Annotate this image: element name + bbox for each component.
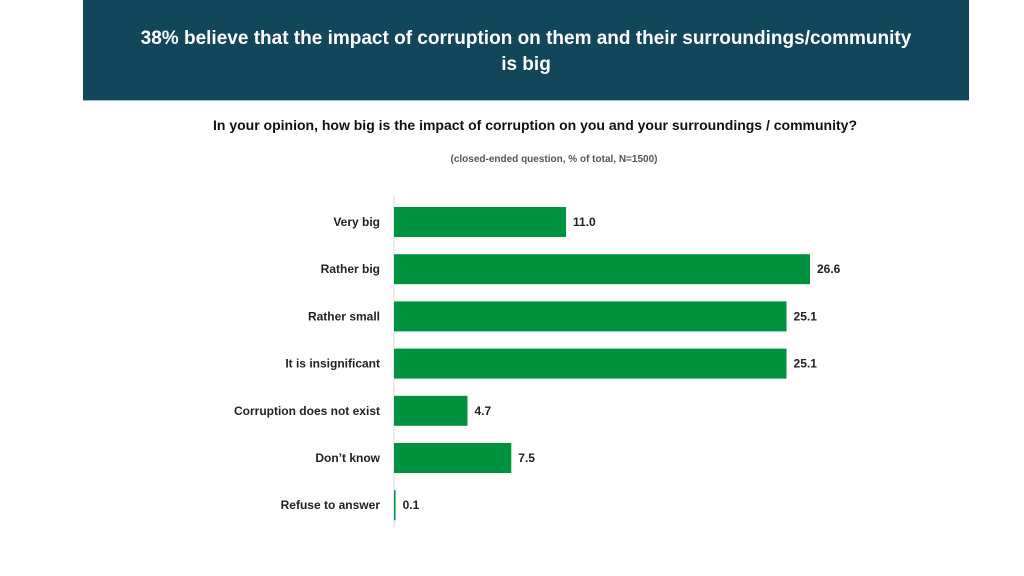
data-label: 11.0	[573, 215, 596, 229]
data-label: 0.1	[403, 498, 420, 512]
bar	[394, 395, 468, 426]
bar	[394, 254, 810, 285]
data-label: 25.1	[794, 309, 818, 323]
slide-title-line-2: is big	[501, 54, 551, 75]
category-label: Rather big	[321, 262, 380, 276]
category-label: Rather small	[308, 309, 380, 323]
data-label: 25.1	[794, 357, 818, 371]
category-label: Refuse to answer	[281, 498, 381, 512]
chart-title: In your opinion, how big is the impact o…	[213, 117, 857, 133]
bar	[394, 490, 396, 521]
category-label: Don’t know	[315, 451, 380, 465]
slide-title-line-1: 38% believe that the impact of corruptio…	[140, 28, 912, 49]
data-label: 4.7	[475, 404, 492, 418]
category-label: Corruption does not exist	[234, 404, 380, 418]
bar	[394, 207, 567, 237]
bar	[394, 348, 787, 379]
title-banner	[83, 0, 969, 101]
bar	[394, 443, 512, 473]
category-label: It is insignificant	[285, 357, 380, 371]
chart-subtitle: (closed-ended question, % of total, N=15…	[450, 154, 658, 165]
data-label: 26.6	[817, 262, 841, 276]
category-label: Very big	[333, 215, 380, 229]
slide-title: 38% believe that the impact of corruptio…	[83, 26, 969, 78]
data-label: 7.5	[518, 451, 535, 465]
bar	[394, 301, 787, 332]
